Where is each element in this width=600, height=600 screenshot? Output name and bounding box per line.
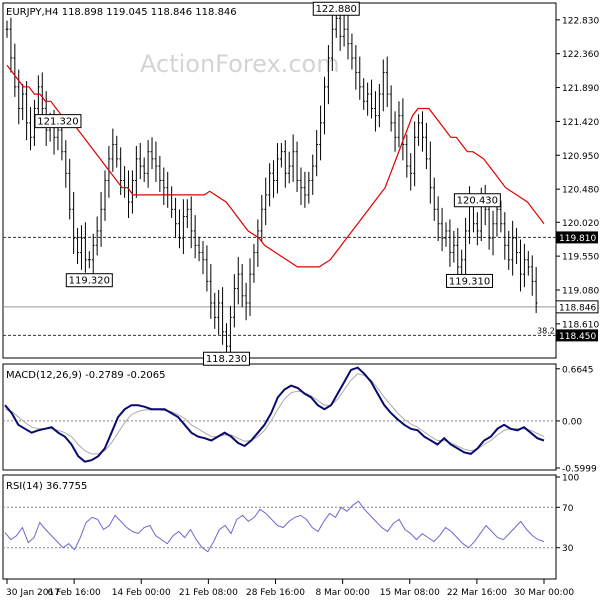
price-annotation-box [34, 114, 82, 129]
rsi-tick-label: 100 [562, 474, 579, 484]
macd-layer: 0.6645 0.00 -0.5999 [3, 365, 597, 474]
price-tick-label: 120.480 [562, 186, 599, 196]
price-tick-label: 122.360 [562, 50, 599, 60]
price-tick-label: 119.550 [562, 253, 599, 263]
symbol-header: EURJPY,H4 118.898 119.045 118.846 118.84… [6, 7, 237, 18]
level-price-label: 118.450 [559, 332, 596, 342]
price-tick-label: 121.890 [562, 84, 599, 94]
macd-tick-label: -0.5999 [562, 464, 597, 474]
x-tick-label: 21 Feb 08:00 [179, 588, 238, 598]
x-tick-label: 6 Feb 16:00 [47, 588, 101, 598]
last-price-box [555, 300, 599, 314]
last-price-label: 118.846 [559, 303, 596, 313]
x-tick-label: 22 Mar 16:00 [447, 588, 507, 598]
ohlc-values: 118.898 119.045 118.846 118.846 [62, 7, 237, 18]
macd-tick-label: 0.6645 [562, 365, 594, 375]
x-tick-label: 15 Mar 08:00 [380, 588, 440, 598]
price-annotation-box [203, 351, 251, 366]
price-tick-label: 121.420 [562, 118, 599, 128]
rsi-tick-label: 70 [562, 504, 574, 514]
price-layer: 122.830 122.360 121.890 121.420 120.950 120.4… [3, 1, 599, 366]
x-tick-label: 28 Feb 16:00 [246, 588, 305, 598]
price-annotation-label: 118.230 [206, 354, 247, 365]
macd-signal-line [4, 373, 545, 455]
symbol-label: EURJPY,H4 [6, 7, 59, 18]
x-tick-label: 14 Feb 00:00 [112, 588, 171, 598]
rsi-pane-frame [2, 474, 557, 580]
price-annotation-label: 121.320 [37, 117, 78, 128]
macd-title: MACD(12,26,9) -0.2789 -0.2065 [6, 370, 166, 381]
price-tick-label: 120.950 [562, 152, 599, 162]
price-tick-label: 119.080 [562, 287, 599, 297]
rsi-line [4, 500, 545, 553]
price-tick-label: 120.020 [562, 219, 599, 229]
price-tick-label: 118.610 [562, 320, 599, 330]
macd-line [4, 366, 545, 463]
macd-tick-label: 0.00 [562, 417, 582, 427]
rsi-tick-label: 30 [562, 544, 574, 554]
level-price-box [556, 231, 598, 244]
level-price-box [556, 329, 598, 342]
moving-average-line [6, 64, 545, 268]
price-pane-frame [2, 2, 557, 359]
price-annotation-box [453, 193, 501, 208]
rsi-layer: 100 70 30 [3, 474, 579, 554]
price-annotation-label: 119.320 [69, 276, 110, 287]
price-annotation-box [65, 273, 113, 288]
price-tick-label: 122.830 [562, 16, 599, 26]
watermark: ActionForex.com [140, 50, 340, 78]
macd-pane-frame [2, 363, 557, 471]
price-annotation-box [312, 1, 360, 16]
x-tick-label: 30 Mar 00:00 [514, 588, 574, 598]
x-tick-label: 8 Mar 00:00 [315, 588, 370, 598]
level-price-label: 119.810 [559, 234, 596, 244]
x-tick-label: 30 Jan 2017 [6, 588, 60, 598]
price-annotation-label: 119.310 [449, 276, 490, 287]
price-annotation-label: 120.430 [457, 196, 498, 207]
rsi-title: RSI(14) 36.7755 [6, 481, 87, 492]
fib-level-label: 38.2 [537, 326, 555, 335]
price-annotation-label: 122.880 [316, 4, 357, 15]
price-annotation-box [446, 273, 494, 288]
